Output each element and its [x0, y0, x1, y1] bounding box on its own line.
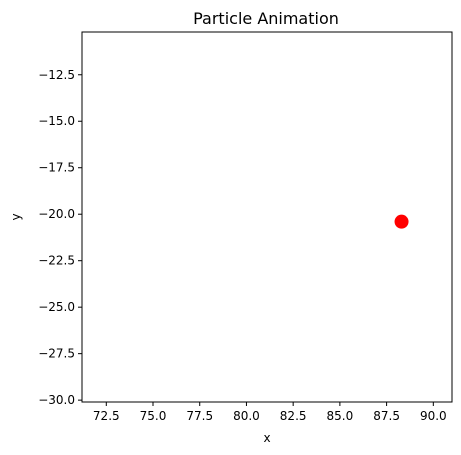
plot-area-frame	[81, 31, 453, 403]
particle-point	[394, 214, 409, 229]
x-tick-label: 90.0	[420, 409, 447, 423]
x-tick-label: 85.0	[327, 409, 354, 423]
x-axis-ticks: 72.5 75.0 77.5 80.0 82.5 85.0 87.5 90.0	[93, 402, 447, 423]
y-tick-label: −12.5	[38, 68, 75, 82]
y-axis-label: y	[9, 213, 23, 220]
data-points	[394, 214, 409, 229]
chart-title: Particle Animation	[193, 9, 339, 28]
y-tick-label: −25.0	[38, 300, 75, 314]
y-tick-label: −27.5	[38, 347, 75, 361]
y-tick-label: −30.0	[38, 393, 75, 407]
x-axis-label: x	[263, 431, 270, 445]
y-tick-label: −17.5	[38, 161, 75, 175]
y-axis-ticks: −12.5 −15.0 −17.5 −20.0 −22.5 −25.0 −27.5 −30.0	[38, 68, 82, 407]
x-tick-label: 77.5	[186, 409, 213, 423]
y-tick-label: −20.0	[38, 207, 75, 221]
x-tick-label: 72.5	[93, 409, 120, 423]
x-tick-label: 75.0	[140, 409, 167, 423]
x-tick-label: 87.5	[373, 409, 400, 423]
y-tick-label: −22.5	[38, 254, 75, 268]
x-tick-label: 80.0	[233, 409, 260, 423]
y-tick-label: −15.0	[38, 114, 75, 128]
x-tick-label: 82.5	[280, 409, 307, 423]
